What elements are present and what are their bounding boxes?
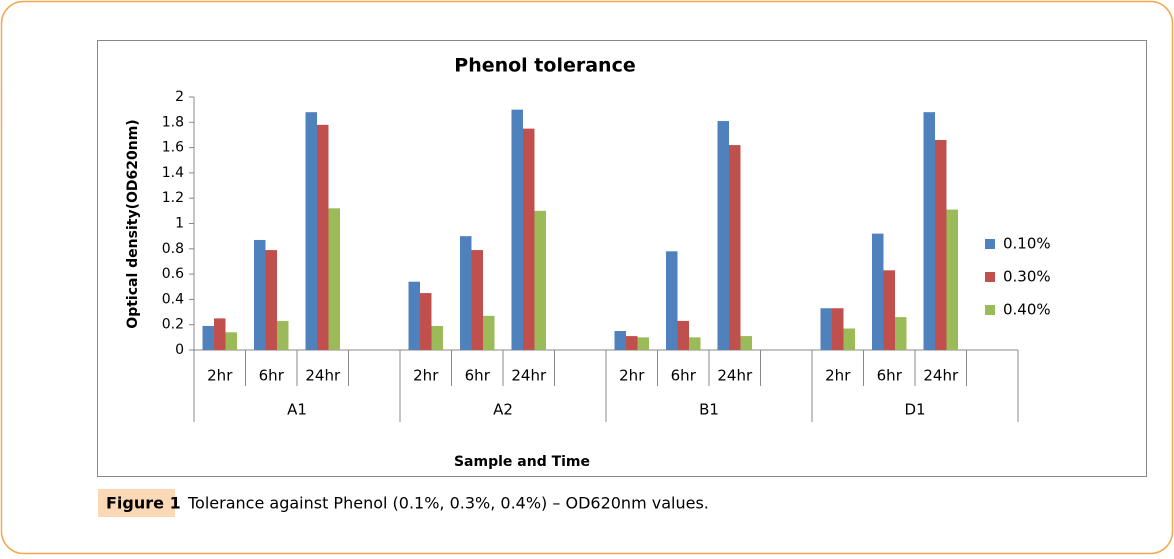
y-tick-label: 0: [175, 342, 184, 358]
chart-title: Phenol tolerance: [454, 55, 635, 77]
bar: [471, 250, 483, 350]
x-tick-label: 24hr: [923, 367, 959, 385]
bar: [328, 208, 340, 350]
y-tick-label: 1.8: [162, 114, 184, 130]
bar: [317, 124, 329, 350]
x-tick-label: 6hr: [465, 367, 491, 385]
bar: [832, 308, 844, 350]
legend-label: 0.30%: [1003, 268, 1051, 286]
y-tick-label: 2: [175, 89, 184, 105]
bar: [923, 112, 935, 351]
group-label: A1: [287, 401, 307, 419]
bar: [202, 325, 214, 350]
bar: [523, 128, 535, 350]
x-tick-label: 2hr: [825, 367, 851, 385]
y-tick-label: 0.8: [162, 241, 184, 257]
bar: [666, 251, 678, 350]
y-tick-label: 0.6: [162, 266, 184, 282]
bar: [740, 336, 752, 350]
bar: [729, 145, 741, 350]
y-tick-label: 1: [175, 216, 184, 232]
y-tick-label: 1.4: [162, 165, 184, 181]
y-tick-label: 0.2: [162, 317, 184, 333]
caption: Tolerance against Phenol (0.1%, 0.3%, 0.…: [187, 494, 709, 513]
bar: [460, 236, 472, 350]
bar: [431, 325, 443, 350]
group-label: A2: [493, 401, 513, 419]
bar: [483, 315, 495, 350]
bar: [305, 112, 317, 351]
legend-swatch: [985, 272, 995, 282]
bar: [689, 337, 701, 350]
caption-label: Figure 1: [106, 494, 181, 513]
bar: [225, 332, 237, 350]
bar: [254, 239, 266, 350]
x-tick-label: 24hr: [717, 367, 753, 385]
bar: [277, 320, 289, 350]
x-tick-label: 2hr: [619, 367, 645, 385]
y-tick-label: 0.4: [162, 291, 184, 307]
x-axis-title: Sample and Time: [454, 454, 590, 470]
bar: [935, 140, 947, 350]
bar: [717, 121, 729, 350]
x-tick-label: 6hr: [259, 367, 285, 385]
bar: [895, 317, 907, 350]
bar: [265, 250, 277, 350]
x-tick-label: 24hr: [511, 367, 547, 385]
bar: [511, 109, 523, 351]
bar: [883, 270, 895, 350]
bar: [872, 233, 884, 350]
bar: [614, 331, 626, 350]
x-tick-label: 2hr: [413, 367, 439, 385]
legend-swatch: [985, 239, 995, 249]
bar: [637, 337, 649, 350]
bar: [820, 308, 832, 350]
bar: [843, 328, 855, 350]
x-tick-label: 6hr: [671, 367, 697, 385]
legend-label: 0.10%: [1003, 235, 1051, 253]
y-tick-label: 1.6: [162, 140, 184, 156]
caption-label-bg: [98, 489, 175, 517]
bar: [534, 210, 546, 350]
bar: [408, 281, 420, 350]
bar: [626, 336, 638, 350]
x-tick-label: 24hr: [305, 367, 341, 385]
y-axis-title: Optical density(OD620nm): [125, 119, 141, 328]
group-label: D1: [904, 401, 925, 419]
x-tick-label: 6hr: [877, 367, 903, 385]
bar: [420, 293, 432, 350]
bar: [946, 209, 958, 350]
legend-swatch: [985, 305, 995, 315]
bar: [214, 318, 226, 350]
group-label: B1: [699, 401, 719, 419]
x-tick-label: 2hr: [207, 367, 233, 385]
legend-label: 0.40%: [1003, 301, 1051, 319]
y-tick-label: 1.2: [162, 190, 184, 206]
bar: [677, 320, 689, 350]
